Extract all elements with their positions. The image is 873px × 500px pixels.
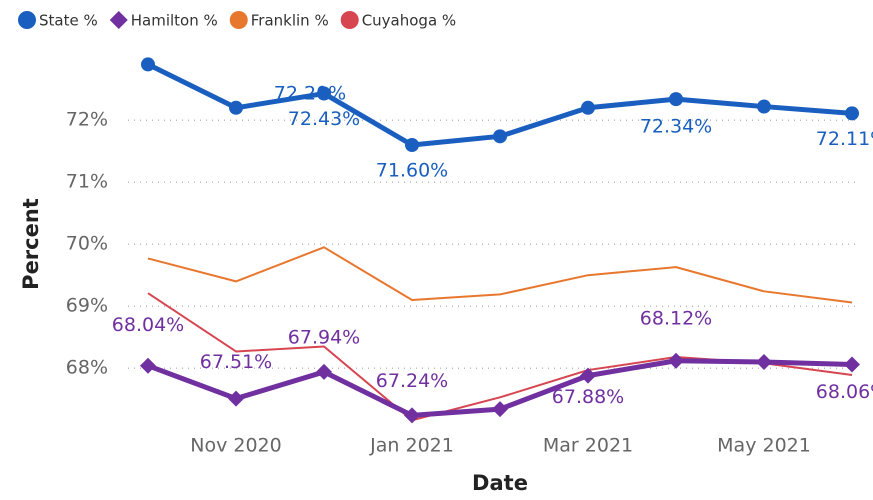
legend-item: State % <box>18 11 98 30</box>
legend-item: Cuyahoga % <box>340 11 456 30</box>
point <box>580 367 596 384</box>
point <box>668 352 684 369</box>
point <box>581 100 595 115</box>
legend-marker <box>229 11 248 29</box>
y-axis-title: Percent <box>19 198 43 290</box>
data-label: 67.88% <box>552 386 624 408</box>
legend-label: Franklin % <box>251 12 329 30</box>
y-tick-label: 72% <box>66 109 108 131</box>
point <box>228 390 244 407</box>
x-tick-label: Nov 2020 <box>190 435 281 457</box>
point <box>141 57 155 72</box>
y-tick-label: 69% <box>66 295 108 317</box>
point <box>404 407 420 424</box>
data-label: 68.12% <box>640 307 712 329</box>
point <box>492 401 508 418</box>
data-label: 72.20% <box>274 82 346 104</box>
point <box>405 138 419 152</box>
data-label: 72.43% <box>288 108 360 130</box>
point <box>316 363 332 380</box>
y-tick-label: 71% <box>66 171 108 193</box>
legend-marker <box>18 11 36 29</box>
point <box>845 106 859 121</box>
legend-marker <box>340 11 359 29</box>
point <box>756 354 772 370</box>
series-line <box>147 246 853 304</box>
point <box>317 86 331 101</box>
legend-label: State % <box>39 12 98 30</box>
legend-marker <box>109 11 128 29</box>
data-label: 72.34% <box>640 116 712 138</box>
point <box>493 129 507 144</box>
y-tick-label: 70% <box>66 233 108 255</box>
legend-item: Hamilton % <box>109 11 218 30</box>
legend-item: Franklin % <box>229 11 329 30</box>
point <box>757 99 771 114</box>
data-label: 71.60% <box>376 160 448 182</box>
data-label: 68.04% <box>112 314 184 336</box>
x-axis-title: Date <box>472 471 528 495</box>
x-tick-label: Jan 2021 <box>369 435 454 457</box>
legend-label: Cuyahoga % <box>362 12 456 30</box>
point <box>229 100 243 115</box>
x-tick-label: May 2021 <box>717 435 811 457</box>
data-label: 67.51% <box>200 351 272 373</box>
data-label: 67.94% <box>288 326 360 348</box>
point <box>669 92 683 107</box>
y-tick-label: 68% <box>66 357 108 379</box>
data-label: 68.06% <box>816 381 873 403</box>
legend-label: Hamilton % <box>131 12 218 30</box>
point <box>140 357 156 374</box>
point <box>844 356 860 373</box>
data-label: 72.11% <box>816 128 873 150</box>
data-label: 67.24% <box>376 370 448 392</box>
x-tick-label: Mar 2021 <box>543 435 633 457</box>
